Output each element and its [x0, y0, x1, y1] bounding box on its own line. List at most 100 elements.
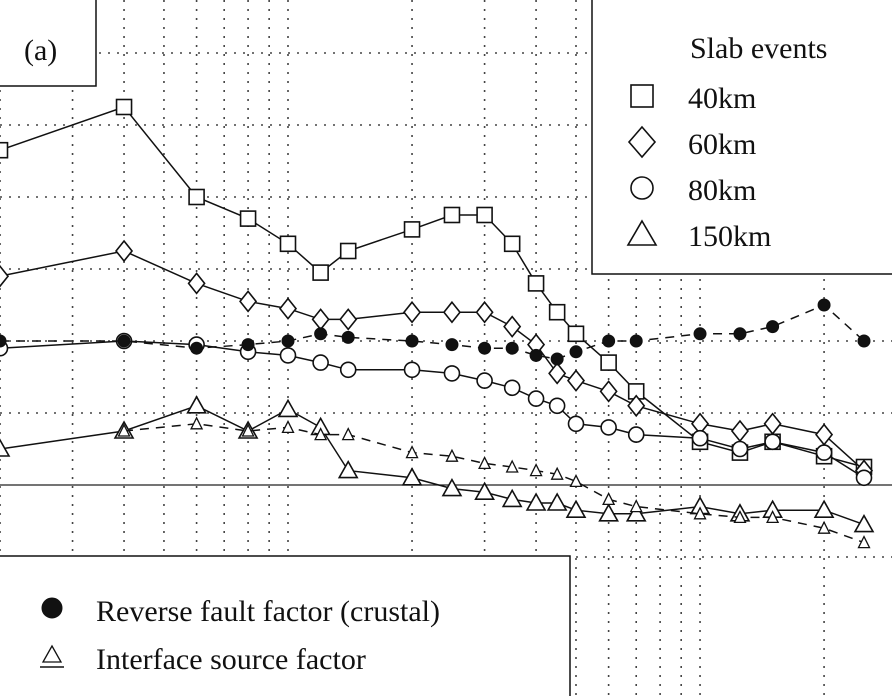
data-point — [188, 188, 205, 206]
data-point — [443, 365, 461, 382]
series-reverse-fault-factor-crustal- — [0, 298, 871, 366]
data-point — [442, 300, 461, 324]
data-point — [443, 206, 461, 224]
data-point — [567, 325, 585, 343]
legend-slab-entry: 150km — [626, 219, 771, 253]
data-point — [764, 433, 781, 451]
data-point — [474, 481, 495, 501]
data-point — [548, 303, 566, 321]
data-point — [339, 308, 358, 331]
legend-slab-label: 60km — [688, 128, 756, 161]
data-point — [548, 397, 566, 415]
data-point — [337, 459, 359, 479]
legend-factor-entry: Reverse fault factor (crustal) — [41, 595, 440, 628]
legend-slab-entry: 80km — [630, 174, 756, 207]
legend-slab-label: 150km — [688, 220, 771, 253]
data-point — [855, 469, 873, 487]
legend-marker-square — [630, 84, 654, 108]
data-point — [441, 477, 463, 497]
legend-factor-label: Reverse fault factor (crustal) — [96, 595, 440, 628]
legend-slab-title: Slab events — [690, 32, 827, 65]
data-point — [731, 440, 749, 458]
data-point — [565, 499, 587, 519]
data-point — [403, 300, 422, 324]
data-point — [0, 438, 11, 457]
data-point — [548, 362, 567, 385]
data-point — [691, 429, 709, 447]
data-point — [341, 330, 355, 344]
data-point — [190, 341, 204, 355]
data-point — [569, 473, 583, 488]
data-point — [505, 459, 519, 473]
data-point — [629, 334, 643, 348]
data-point — [546, 492, 568, 511]
data-point — [853, 513, 875, 533]
data-point — [117, 423, 131, 437]
data-point — [733, 327, 747, 341]
data-point — [187, 272, 206, 295]
legend-marker-diamond — [627, 125, 657, 159]
data-point — [445, 338, 459, 352]
data-point — [817, 520, 831, 534]
data-point — [766, 320, 780, 334]
data-point — [190, 416, 204, 430]
data-point — [312, 354, 329, 371]
data-point — [0, 141, 9, 159]
data-point — [815, 444, 833, 461]
data-point — [598, 503, 619, 522]
data-point — [478, 341, 492, 355]
series-interface-source-factor — [117, 416, 871, 549]
data-point — [505, 341, 519, 355]
data-point — [529, 348, 543, 362]
data-point — [550, 352, 564, 366]
data-point — [278, 297, 298, 320]
data-point — [478, 455, 492, 470]
legend-slab-label: 80km — [688, 174, 756, 207]
data-point — [529, 463, 543, 477]
data-point — [277, 398, 299, 418]
legend-marker-triangle — [626, 219, 658, 246]
data-point — [115, 239, 134, 263]
data-point — [627, 394, 646, 418]
data-point — [527, 390, 545, 407]
data-point — [627, 426, 645, 443]
data-point — [403, 361, 421, 379]
panel-label: (a) — [24, 34, 57, 67]
data-point — [566, 369, 586, 392]
data-point — [476, 206, 493, 224]
data-point — [733, 509, 747, 524]
legend-factor-entry: Interface source factor — [40, 643, 366, 676]
data-point — [693, 327, 707, 341]
legend-slab: Slab events 40km 60km 80km 150km — [591, 0, 892, 275]
data-point — [0, 264, 10, 288]
data-point — [405, 445, 419, 459]
legend-marker-filled-circle — [41, 597, 63, 619]
data-point — [550, 466, 564, 480]
series-layer — [0, 98, 875, 549]
data-point — [341, 427, 355, 441]
legend-slab-label: 40km — [688, 82, 756, 115]
legend-factor-entries: Reverse fault factor (crustal) Interface … — [40, 595, 440, 676]
data-point — [312, 264, 329, 281]
data-point — [339, 361, 357, 379]
data-point — [279, 235, 297, 253]
data-point — [503, 235, 521, 253]
data-point — [503, 379, 521, 397]
data-point — [281, 334, 295, 348]
data-point — [314, 427, 328, 441]
data-point — [602, 334, 616, 348]
data-point — [857, 334, 871, 348]
data-point — [339, 242, 357, 260]
legend-marker-circle — [630, 176, 654, 200]
data-point — [476, 372, 493, 389]
data-point — [501, 488, 523, 508]
data-point — [401, 467, 423, 486]
data-point — [503, 315, 522, 338]
data-point — [693, 506, 707, 520]
data-point — [857, 535, 871, 549]
data-point — [405, 334, 419, 348]
data-point — [813, 499, 835, 519]
legend-slab-entries: 40km 60km 80km 150km — [626, 82, 771, 253]
data-point — [567, 415, 585, 433]
